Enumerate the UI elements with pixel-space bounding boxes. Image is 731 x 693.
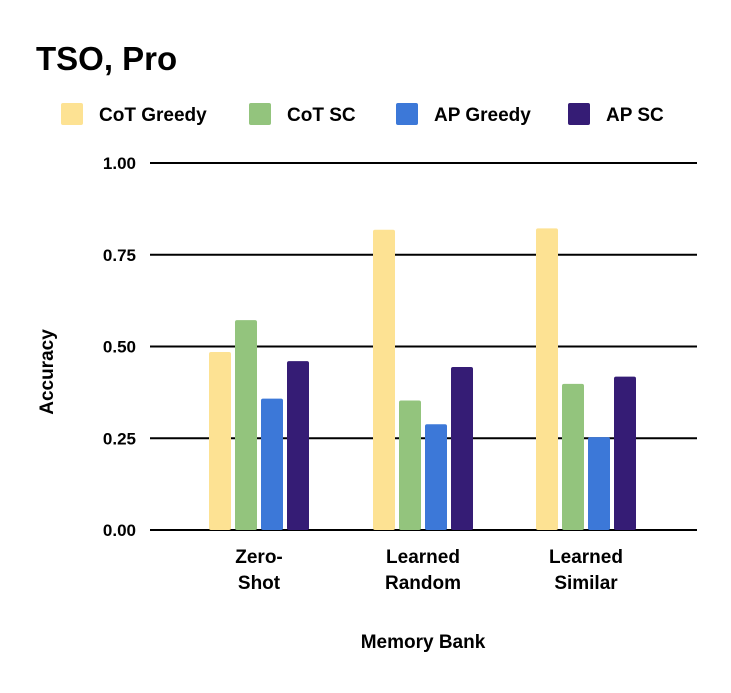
legend-swatch xyxy=(568,103,590,125)
x-tick-label: Random xyxy=(385,573,461,594)
y-axis-label: Accuracy xyxy=(37,329,58,415)
bar xyxy=(425,424,447,530)
x-tick-label: Similar xyxy=(554,573,618,594)
legend-label: CoT Greedy xyxy=(99,105,207,126)
x-tick-label: Learned xyxy=(549,547,623,568)
y-tick-label: 0.50 xyxy=(103,338,136,357)
legend-label: AP SC xyxy=(606,105,664,126)
x-tick-label: Zero- xyxy=(235,547,283,568)
bar xyxy=(614,376,636,530)
legend-label: CoT SC xyxy=(287,105,356,126)
y-tick-label: 0.25 xyxy=(103,429,136,448)
bar xyxy=(287,361,309,530)
y-axis-ticks: 0.00 0.25 0.50 0.75 1.00 xyxy=(103,154,136,540)
y-tick-label: 1.00 xyxy=(103,154,136,173)
bars xyxy=(209,228,636,531)
x-tick-label: Learned xyxy=(386,547,460,568)
legend-label: AP Greedy xyxy=(434,105,531,126)
chart-title: TSO, Pro xyxy=(36,40,177,77)
bar xyxy=(235,320,257,530)
bar xyxy=(373,229,395,530)
x-axis-ticks: Zero- Shot Learned Random Learned Similar xyxy=(235,547,623,594)
bar xyxy=(399,400,421,530)
legend-swatch xyxy=(396,103,418,125)
bar xyxy=(588,437,610,530)
bar xyxy=(261,398,283,530)
legend-swatch xyxy=(249,103,271,125)
bar xyxy=(451,367,473,530)
bar xyxy=(562,383,584,530)
y-tick-label: 0.75 xyxy=(103,246,136,265)
legend: CoT Greedy CoT SC AP Greedy AP SC xyxy=(61,103,664,126)
y-tick-label: 0.00 xyxy=(103,521,136,540)
bar xyxy=(536,228,558,531)
x-tick-label: Shot xyxy=(238,573,281,594)
legend-swatch xyxy=(61,103,83,125)
bar xyxy=(209,352,231,530)
x-axis-label: Memory Bank xyxy=(361,632,486,653)
